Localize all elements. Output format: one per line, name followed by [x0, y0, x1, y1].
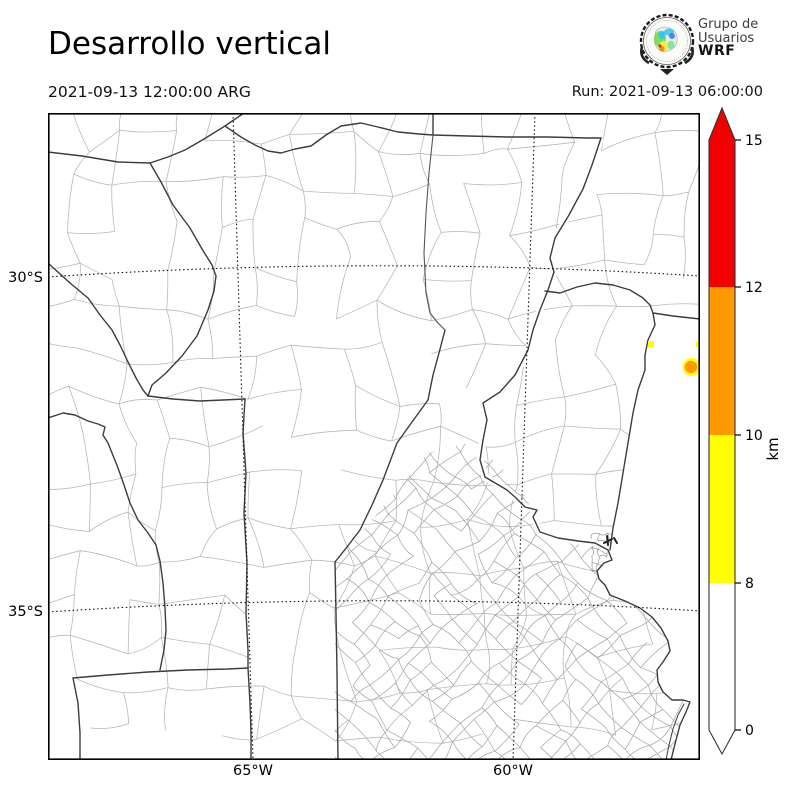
parana-river-blank [476, 136, 610, 554]
colorbar-under-arrow [709, 730, 735, 754]
map-panel [48, 113, 701, 761]
map-canvas [48, 113, 701, 761]
page-title: Desarrollo vertical [48, 26, 331, 62]
colorbar-tick-labels: 15 12 10 8 0 [745, 133, 763, 739]
province-boundaries [49, 114, 699, 759]
map-frame [48, 113, 701, 761]
wrf-users-group-logo: Grupo de Usuarios WRF [638, 9, 798, 79]
meridian-65w [232, 114, 254, 759]
storm-cells [648, 341, 699, 376]
storm-cell-edge-sliver [696, 342, 699, 347]
logo-line-1: Grupo de [698, 17, 759, 32]
xtick-65w: 65°W [232, 763, 274, 779]
meridian-60w [512, 114, 536, 759]
graticule [49, 114, 699, 759]
colorbar-seg-12-15 [709, 140, 735, 287]
colorbar-seg-8-10 [709, 435, 735, 583]
ytick-30s: 30°S [8, 270, 43, 286]
storm-cell-orange-core [684, 360, 698, 374]
ytick-35s: 35°S [8, 604, 43, 620]
colorbar-tick-marks [735, 139, 741, 731]
cbar-tick-15: 15 [745, 133, 763, 149]
cbar-tick-12: 12 [745, 280, 763, 296]
valid-time-label: 2021-09-13 12:00:00 ARG [48, 83, 251, 101]
cbar-tick-10: 10 [745, 428, 763, 444]
storm-cell-yellow [648, 341, 654, 347]
colorbar-unit-label: km [764, 437, 782, 460]
department-boundaries [49, 114, 699, 744]
run-time-label: Run: 2021-09-13 06:00:00 [571, 84, 763, 100]
colorbar-over-arrow [709, 108, 735, 140]
rio-de-la-plata-blank [597, 313, 700, 760]
globe-radar-icon [639, 13, 695, 75]
colorbar-canvas: 15 12 10 8 0 km [708, 106, 782, 756]
parallel-30s [49, 265, 699, 278]
logo-line-2: Usuarios [698, 30, 755, 46]
logo-text: Grupo de Usuarios WRF [698, 18, 758, 59]
colorbar: 15 12 10 8 0 km [703, 100, 800, 772]
colorbar-seg-0-8 [709, 583, 735, 730]
logo-line-3: WRF [698, 43, 736, 59]
xtick-60w: 60°W [492, 763, 534, 779]
cbar-tick-8: 8 [745, 576, 754, 592]
colorbar-seg-10-12 [709, 287, 735, 435]
cbar-tick-0: 0 [745, 723, 754, 739]
